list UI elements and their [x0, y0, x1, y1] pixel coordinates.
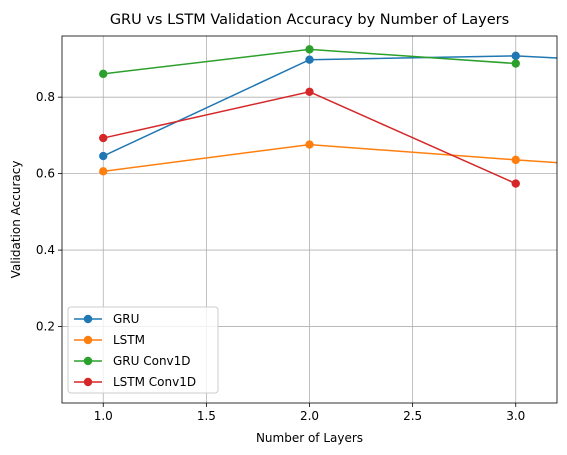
- legend-item-gru: GRU: [74, 312, 139, 326]
- legend-label: GRU: [113, 312, 139, 326]
- legend-marker: [83, 314, 93, 324]
- data-point-gru-conv1d: [511, 59, 520, 68]
- series-line-gru: [102, 55, 557, 157]
- legend-label: LSTM Conv1D: [113, 375, 196, 389]
- y-tick-label: 0.4: [36, 243, 55, 257]
- data-point-gru-conv1d: [99, 69, 108, 79]
- legend-marker: [83, 356, 93, 366]
- legend-item-lstm: LSTM: [74, 333, 145, 347]
- legend-item-lstm-conv1d: LSTM Conv1D: [74, 375, 196, 389]
- series-gru-conv1d: [99, 45, 520, 79]
- y-axis-title: Validation Accuracy: [9, 161, 23, 279]
- data-point-gru: [305, 55, 314, 64]
- series-lstm: [99, 140, 557, 176]
- chart-title: GRU vs LSTM Validation Accuracy by Numbe…: [110, 12, 509, 28]
- data-point-gru: [511, 51, 520, 61]
- axis-ticks: 1.0 1.5 2.0 2.5 3.0 0.2 0.4 0.6 0.8: [36, 90, 525, 423]
- x-axis-title: Number of Layers: [256, 431, 363, 445]
- x-tick-label: 1.0: [94, 409, 113, 423]
- y-tick-label: 0.6: [36, 167, 55, 181]
- legend-marker: [83, 335, 93, 345]
- data-point-lstm-conv1d: [99, 133, 108, 143]
- legend-item-gru-conv1d: GRU Conv1D: [74, 354, 191, 368]
- y-tick-label: 0.2: [36, 320, 55, 334]
- legend-marker: [83, 377, 93, 387]
- data-point-lstm: [511, 155, 520, 165]
- x-tick-label: 2.0: [300, 409, 319, 423]
- data-point-gru: [99, 151, 108, 161]
- series-line-lstm: [103, 143, 557, 173]
- x-tick-label: 2.5: [403, 409, 422, 423]
- data-point-lstm: [99, 167, 108, 176]
- data-point-lstm-conv1d: [305, 87, 314, 97]
- legend: GRU LSTM GRU Conv1D LSTM Conv1D: [67, 306, 219, 394]
- series-lines: [99, 45, 557, 188]
- series-lstm-conv1d: [99, 87, 520, 188]
- data-point-lstm: [305, 140, 314, 149]
- data-point-lstm-conv1d: [511, 179, 520, 188]
- x-tick-label: 1.5: [197, 409, 216, 423]
- legend-label: LSTM: [113, 333, 145, 347]
- legend-label: GRU Conv1D: [113, 354, 191, 368]
- x-tick-label: 3.0: [506, 409, 525, 423]
- legend-box: [67, 306, 219, 394]
- y-tick-label: 0.8: [36, 90, 55, 104]
- data-point-gru-conv1d: [305, 45, 314, 54]
- series-gru: [99, 51, 557, 161]
